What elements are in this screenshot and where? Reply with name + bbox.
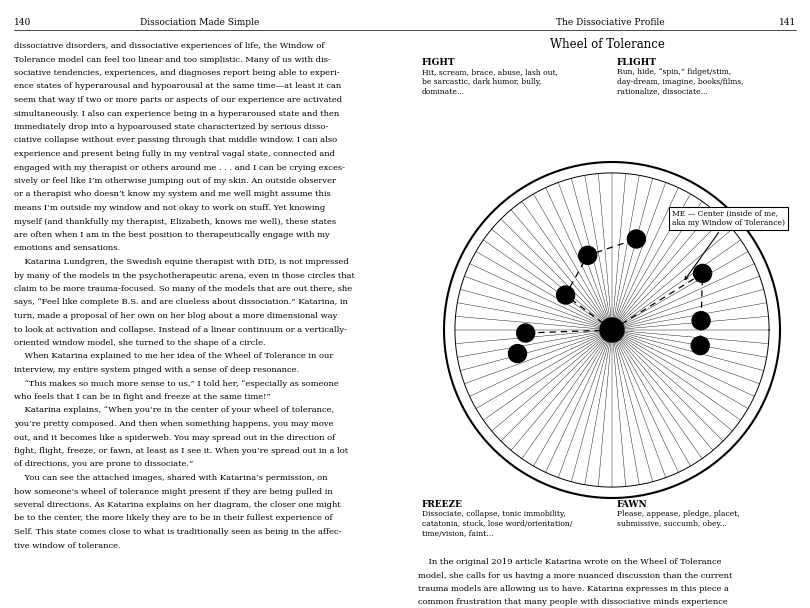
- Circle shape: [628, 230, 646, 248]
- Text: out, and it becomes like a spiderweb. You may spread out in the direction of: out, and it becomes like a spiderweb. Yo…: [14, 434, 335, 441]
- Text: Self. This state comes close to what is traditionally seen as being in the affec: Self. This state comes close to what is …: [14, 528, 342, 536]
- Text: fight, flight, freeze, or fawn, at least as I see it. When you’re spread out in : fight, flight, freeze, or fawn, at least…: [14, 447, 348, 455]
- Text: oriented window model, she turned to the shape of a circle.: oriented window model, she turned to the…: [14, 339, 266, 347]
- Text: myself (and thankfully my therapist, Elizabeth, knows me well), these states: myself (and thankfully my therapist, Eli…: [14, 218, 336, 226]
- Text: Tolerance model can feel too linear and too simplistic. Many of us with dis-: Tolerance model can feel too linear and …: [14, 55, 330, 63]
- Text: Dissociate, collapse, tonic immobility,
catatonia, stuck, lose word/orientation/: Dissociate, collapse, tonic immobility, …: [422, 510, 573, 537]
- Circle shape: [517, 324, 535, 342]
- Text: are often when I am in the best position to therapeutically engage with my: are often when I am in the best position…: [14, 231, 330, 239]
- Text: FLIGHT: FLIGHT: [617, 58, 657, 67]
- Text: to look at activation and collapse. Instead of a linear continuum or a verticall: to look at activation and collapse. Inst…: [14, 325, 347, 334]
- Circle shape: [600, 318, 624, 342]
- Text: model, she calls for us having a more nuanced discussion than the current: model, she calls for us having a more nu…: [418, 572, 732, 579]
- Circle shape: [693, 264, 711, 282]
- Text: common frustration that many people with dissociative minds experience: common frustration that many people with…: [418, 598, 727, 607]
- Text: immediately drop into a hypoaroused state characterized by serious disso-: immediately drop into a hypoaroused stat…: [14, 123, 328, 131]
- Circle shape: [578, 246, 597, 264]
- Text: ME — Center (inside of me,
aka my Window of Tolerance): ME — Center (inside of me, aka my Window…: [672, 210, 785, 280]
- Text: you’re pretty composed. And then when something happens, you may move: you’re pretty composed. And then when so…: [14, 420, 334, 428]
- Text: ciative collapse without ever passing through that middle window. I can also: ciative collapse without ever passing th…: [14, 137, 337, 145]
- Text: trauma models are allowing us to have. Katarina expresses in this piece a: trauma models are allowing us to have. K…: [418, 585, 729, 593]
- Text: interview, my entire system pinged with a sense of deep resonance.: interview, my entire system pinged with …: [14, 366, 299, 374]
- Circle shape: [692, 312, 710, 330]
- Circle shape: [691, 337, 710, 354]
- Text: by many of the models in the psychotherapeutic arena, even in those circles that: by many of the models in the psychothera…: [14, 272, 355, 280]
- Text: Katarina Lundgren, the Swedish equine therapist with DID, is not impressed: Katarina Lundgren, the Swedish equine th…: [14, 258, 349, 266]
- Text: 140: 140: [14, 18, 32, 27]
- Text: means I’m outside my window and not okay to work on stuff. Yet knowing: means I’m outside my window and not okay…: [14, 204, 326, 212]
- Text: who feels that I can be in fight and freeze at the same time!”: who feels that I can be in fight and fre…: [14, 393, 271, 401]
- Text: experience and present being fully in my ventral vagal state, connected and: experience and present being fully in my…: [14, 150, 335, 158]
- Text: The Dissociative Profile: The Dissociative Profile: [556, 18, 664, 27]
- Text: sociative tendencies, experiences, and diagnoses report being able to experi-: sociative tendencies, experiences, and d…: [14, 69, 339, 77]
- Text: You can see the attached images, shared with Katarina’s permission, on: You can see the attached images, shared …: [14, 474, 327, 482]
- Text: When Katarina explained to me her idea of the Wheel of Tolerance in our: When Katarina explained to me her idea o…: [14, 353, 334, 361]
- Circle shape: [556, 286, 574, 304]
- Text: Please, appease, pledge, placet,
submissive, succumb, obey...: Please, appease, pledge, placet, submiss…: [617, 510, 740, 528]
- Text: Dissociation Made Simple: Dissociation Made Simple: [140, 18, 260, 27]
- Text: claim to be more trauma-focused. So many of the models that are out there, she: claim to be more trauma-focused. So many…: [14, 285, 352, 293]
- Text: ence states of hyperarousal and hypoarousal at the same time—at least it can: ence states of hyperarousal and hypoarou…: [14, 83, 341, 91]
- Circle shape: [509, 345, 526, 362]
- Text: “This makes so much more sense to us,” I told her, “especially as someone: “This makes so much more sense to us,” I…: [14, 379, 339, 387]
- Text: simultaneously. I also can experience being in a hyperaroused state and then: simultaneously. I also can experience be…: [14, 109, 339, 117]
- Text: 141: 141: [778, 18, 796, 27]
- Text: emotions and sensations.: emotions and sensations.: [14, 244, 120, 252]
- Text: FIGHT: FIGHT: [422, 58, 455, 67]
- Text: engaged with my therapist or others around me . . . and I can be crying exces-: engaged with my therapist or others arou…: [14, 164, 345, 171]
- Text: of directions, you are prone to dissociate.”: of directions, you are prone to dissocia…: [14, 460, 194, 469]
- Text: dissociative disorders, and dissociative experiences of life, the Window of: dissociative disorders, and dissociative…: [14, 42, 325, 50]
- Text: FREEZE: FREEZE: [422, 500, 463, 509]
- Text: how someone’s wheel of tolerance might present if they are being pulled in: how someone’s wheel of tolerance might p…: [14, 488, 333, 496]
- Text: FAWN: FAWN: [617, 500, 648, 509]
- Text: several directions. As Katarina explains on her diagram, the closer one might: several directions. As Katarina explains…: [14, 501, 341, 509]
- Text: tive window of tolerance.: tive window of tolerance.: [14, 542, 121, 550]
- Text: or a therapist who doesn’t know my system and me well might assume this: or a therapist who doesn’t know my syste…: [14, 190, 330, 198]
- Text: says, “Feel like complete B.S. and are clueless about dissociation.” Katarina, i: says, “Feel like complete B.S. and are c…: [14, 299, 347, 306]
- Text: Wheel of Tolerance: Wheel of Tolerance: [549, 38, 664, 51]
- Text: Hit, scream, brace, abuse, lash out,
be sarcastic, dark humor, bully,
dominate..: Hit, scream, brace, abuse, lash out, be …: [422, 68, 558, 95]
- Text: Katarina explains, “When you’re in the center of your wheel of tolerance,: Katarina explains, “When you’re in the c…: [14, 407, 334, 415]
- Text: Run, hide, “spin,” fidget/stim,
day-dream, imagine, books/films,
rationalize, di: Run, hide, “spin,” fidget/stim, day-drea…: [617, 68, 744, 95]
- Text: sively or feel like I’m otherwise jumping out of my skin. An outside observer: sively or feel like I’m otherwise jumpin…: [14, 177, 336, 185]
- Text: turn, made a proposal of her own on her blog about a more dimensional way: turn, made a proposal of her own on her …: [14, 312, 338, 320]
- Text: seem that way if two or more parts or aspects of our experience are activated: seem that way if two or more parts or as…: [14, 96, 342, 104]
- Text: In the original 2019 article Katarina wrote on the Wheel of Tolerance: In the original 2019 article Katarina wr…: [418, 558, 722, 566]
- Text: be to the center, the more likely they are to be in their fullest experience of: be to the center, the more likely they a…: [14, 514, 333, 522]
